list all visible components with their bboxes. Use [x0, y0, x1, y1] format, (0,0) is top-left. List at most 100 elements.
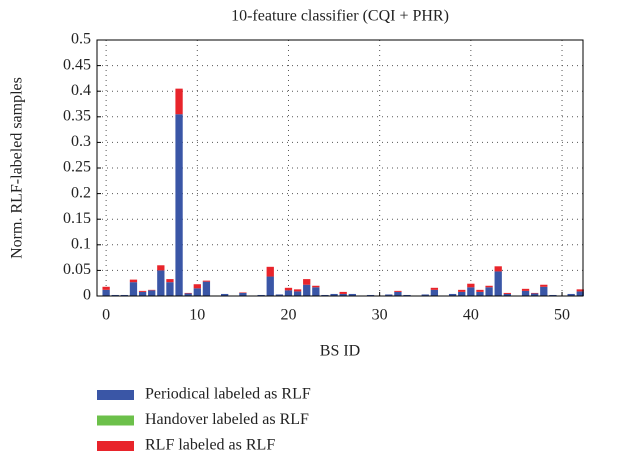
bar-segment [576, 289, 584, 292]
x-axis-label: BS ID [320, 343, 360, 360]
bar-segment [448, 293, 457, 296]
bar-segment [275, 294, 284, 296]
bar-segment [476, 291, 484, 296]
bar-segment [303, 279, 311, 285]
bar-segment [303, 284, 311, 296]
bar-segment [175, 114, 183, 297]
bar-segment [175, 88, 183, 115]
bar-segment [166, 282, 174, 296]
bar-segment [202, 280, 211, 282]
bar-segment [221, 293, 229, 296]
bar-segment [239, 292, 247, 296]
legend-label: Periodical labeled as RLF [145, 386, 311, 403]
legend-label: RLF labeled as RLF [145, 437, 275, 454]
bar-segment [184, 293, 192, 296]
bar-segment [458, 289, 466, 292]
bar-segment [540, 284, 548, 287]
bar-segment [239, 292, 247, 293]
bar-segment [284, 287, 293, 291]
bar-segment [193, 288, 201, 296]
bar-segment [339, 291, 347, 294]
x-tick-label: 40 [463, 307, 479, 324]
bar-segment [129, 279, 138, 283]
y-tick-label: 0.3 [71, 133, 91, 150]
bar-segment [430, 289, 439, 296]
x-tick-label: 30 [372, 307, 388, 324]
bar-segment [485, 285, 493, 288]
bar-segment [148, 290, 156, 296]
bar-segment [394, 290, 402, 292]
legend-swatch [97, 415, 134, 426]
bar-segment [157, 265, 165, 271]
bar-segment [531, 292, 539, 294]
bar-segment [330, 293, 338, 296]
bar-segment [138, 290, 147, 292]
bar-segment [166, 279, 174, 283]
bar-segment [421, 294, 429, 296]
bar-segment [284, 290, 293, 296]
bar-segment [102, 289, 110, 296]
bar-segment [549, 294, 557, 296]
bar-segment [521, 288, 530, 291]
bar-segment [266, 276, 274, 296]
bar-segment [293, 289, 302, 292]
bar-segment [157, 270, 165, 296]
bar-segment [312, 285, 320, 288]
bar-segment [521, 290, 530, 296]
bar-segment [430, 287, 439, 290]
bar-segment [403, 294, 411, 296]
bar-segment [394, 291, 402, 296]
bar-segment [567, 293, 575, 296]
y-tick-label: 0.25 [63, 159, 91, 176]
y-tick-label: 0.2 [71, 184, 91, 201]
y-tick-label: 0.1 [71, 235, 91, 252]
bar-segment [458, 291, 466, 296]
bar-segment [193, 284, 201, 289]
y-tick-label: 0.5 [71, 31, 91, 48]
bar-segment [257, 294, 265, 296]
x-tick-label: 10 [189, 307, 205, 324]
bar-segment [129, 282, 138, 296]
bar-segment [540, 286, 548, 296]
bar-segment [312, 287, 320, 296]
legend-swatch [97, 390, 134, 400]
bar-segment [467, 283, 475, 288]
bar-segment [576, 291, 584, 296]
bar-segment [293, 291, 302, 296]
bar-segment [111, 294, 119, 296]
y-tick-label: 0 [83, 287, 91, 304]
bar-segment [102, 286, 110, 290]
bar-segment [485, 287, 493, 296]
y-tick-label: 0.4 [71, 82, 91, 99]
bar-segment [202, 281, 211, 296]
bar-segment [138, 291, 147, 296]
bar-segment [339, 293, 347, 296]
bar-segment [148, 289, 156, 291]
y-tick-label: 0.05 [63, 261, 91, 278]
bar-segment [385, 294, 393, 296]
y-tick-label: 0.45 [63, 56, 91, 73]
x-tick-label: 20 [280, 307, 296, 324]
bar-segment [467, 287, 475, 296]
bar-segment [366, 294, 375, 296]
plot-frame [96, 39, 584, 297]
bar-segment [494, 266, 502, 272]
bar-segment [503, 292, 511, 294]
legend-swatch [97, 441, 134, 451]
bar-segment [321, 294, 329, 296]
x-tick-label: 0 [102, 307, 110, 324]
chart-title: 10-feature classifier (CQI + PHR) [231, 8, 449, 25]
y-tick-label: 0.15 [63, 210, 91, 227]
x-tick-label: 50 [554, 307, 570, 324]
bar-segment [503, 293, 511, 296]
y-tick-label: 0.35 [63, 107, 91, 124]
bar-segment [120, 294, 129, 296]
legend-label: Handover labeled as RLF [145, 411, 309, 428]
y-axis-label: Norm. RLF-labeled samples [9, 77, 26, 259]
bar-segment [494, 271, 502, 296]
bar-segment [476, 289, 484, 292]
bar-segment [266, 266, 274, 277]
bar-segment [531, 293, 539, 296]
bar-segment [348, 293, 356, 296]
